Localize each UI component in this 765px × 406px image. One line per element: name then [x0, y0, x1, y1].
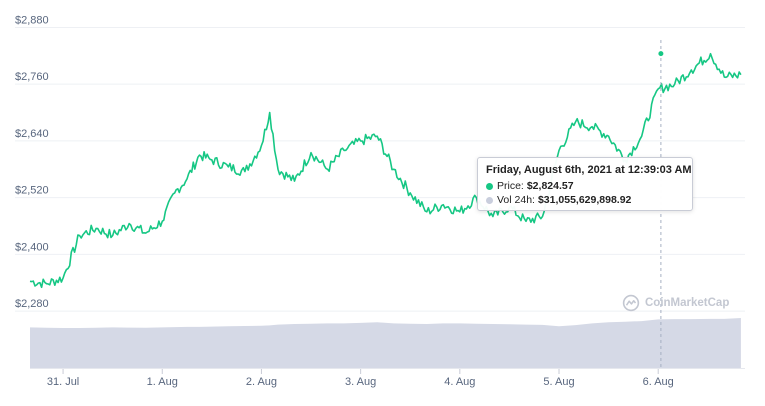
price-line-group [29, 52, 742, 289]
tooltip-title: Friday, August 6th, 2021 at 12:39:03 AM [486, 164, 692, 176]
x-tick-label: 5. Aug [543, 376, 574, 388]
price-tooltip: Friday, August 6th, 2021 at 12:39:03 AM … [477, 157, 693, 211]
volume-area-group [30, 318, 741, 368]
y-tick-label: $2,760 [15, 71, 49, 83]
x-tick-label: 6. Aug [643, 376, 674, 388]
y-tick-label: $2,400 [15, 241, 49, 253]
y-axis: $2,880 $2,760 $2,640 $2,520 $2,400 $2,280 [15, 14, 49, 310]
y-tick-label: $2,280 [15, 298, 49, 310]
tooltip-volume-label: Vol 24h: [497, 194, 535, 206]
grid-lines [15, 26, 745, 312]
coinmarketcap-logo-icon [622, 294, 640, 312]
price-dot-icon [486, 182, 493, 190]
tooltip-price-value: $2,824.57 [526, 180, 574, 192]
x-axis: 31. Jul 1. Aug 2. Aug 3. Aug 4. Aug 5. Aug 6. … [30, 368, 745, 388]
volume-dot-icon [486, 196, 493, 204]
tooltip-price-label: Price: [497, 180, 524, 192]
y-tick-label: $2,880 [15, 14, 49, 26]
coinmarketcap-watermark: CoinMarketCap [622, 294, 729, 312]
hover-point [657, 50, 665, 58]
y-tick-label: $2,640 [15, 128, 49, 140]
x-tick-label: 3. Aug [345, 376, 376, 388]
x-tick-label: 2. Aug [246, 376, 277, 388]
x-tick-label: 31. Jul [47, 376, 79, 388]
tooltip-volume-value: $31,055,629,898.92 [537, 194, 632, 206]
watermark-text: CoinMarketCap [645, 297, 730, 309]
volume-area [30, 318, 741, 368]
x-tick-label: 1. Aug [147, 376, 178, 388]
y-tick-label: $2,520 [15, 185, 49, 197]
price-line [29, 52, 742, 289]
tooltip-volume-row: Vol 24h: $31,055,629,898.92 [486, 193, 684, 207]
tooltip-price-row: Price: $2,824.57 [486, 179, 684, 193]
x-tick-label: 4. Aug [444, 376, 475, 388]
